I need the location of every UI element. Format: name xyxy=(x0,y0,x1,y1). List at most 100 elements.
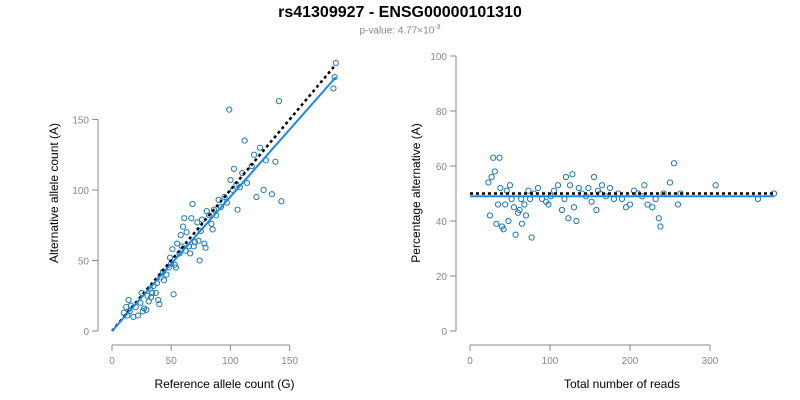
pvalue-exponent: -3 xyxy=(434,24,441,31)
data-point xyxy=(494,201,502,208)
data-point xyxy=(179,223,187,230)
data-point xyxy=(195,237,202,244)
data-point xyxy=(210,206,217,213)
data-point xyxy=(518,220,526,227)
x-tick-label: 0 xyxy=(109,356,115,367)
y-tick-label: 80 xyxy=(436,107,448,118)
data-point xyxy=(183,229,190,236)
reference-line xyxy=(111,63,337,332)
data-point xyxy=(143,306,150,313)
data-point xyxy=(149,289,156,297)
data-point xyxy=(163,271,170,278)
y-tick-label: 60 xyxy=(436,162,448,173)
data-point xyxy=(208,220,215,227)
figure-title: rs41309927 - ENSG00000101310 xyxy=(278,4,522,21)
data-point xyxy=(278,198,285,205)
x-tick-label: 300 xyxy=(702,356,719,367)
data-point xyxy=(521,201,528,208)
data-point xyxy=(554,182,562,189)
data-point xyxy=(562,173,570,181)
data-point xyxy=(606,184,614,192)
data-point xyxy=(241,137,248,144)
data-point xyxy=(569,171,576,178)
data-point xyxy=(502,201,509,208)
data-point xyxy=(226,106,233,113)
data-point xyxy=(641,182,648,189)
x-tick-label: 100 xyxy=(542,356,559,367)
data-point xyxy=(491,168,498,175)
data-point xyxy=(139,308,146,315)
data-point xyxy=(525,187,532,194)
data-point xyxy=(670,160,678,167)
data-point xyxy=(500,226,507,233)
data-point xyxy=(575,184,582,192)
data-point xyxy=(598,182,606,189)
y-tick-label: 0 xyxy=(83,327,89,338)
data-point xyxy=(152,289,159,297)
y-axis-label: Percentage alternative (A) xyxy=(409,123,423,262)
data-point xyxy=(178,243,185,250)
data-point xyxy=(209,226,216,233)
data-point xyxy=(161,277,168,284)
data-point xyxy=(190,243,197,250)
data-point xyxy=(516,206,523,214)
data-point xyxy=(486,212,494,219)
data-point xyxy=(534,184,542,192)
x-tick-label: 50 xyxy=(166,356,178,367)
data-point xyxy=(649,204,656,211)
data-point xyxy=(712,182,719,189)
data-point xyxy=(243,179,251,187)
x-axis-label: Total number of reads xyxy=(564,377,680,391)
data-point xyxy=(488,173,495,181)
data-point xyxy=(275,98,283,105)
x-tick-label: 100 xyxy=(222,356,239,367)
data-point xyxy=(674,201,682,208)
percentage-alternative-scatter: 0 20 40 60 80 100 0 100 200 300 Total number of re… xyxy=(409,52,778,391)
data-point xyxy=(330,85,337,92)
data-point xyxy=(230,165,238,172)
data-point xyxy=(566,182,574,189)
data-point xyxy=(144,292,151,299)
data-point xyxy=(234,206,241,213)
data-point xyxy=(189,200,196,208)
data-point xyxy=(194,219,201,226)
data-point xyxy=(217,203,225,210)
data-point xyxy=(177,232,184,239)
data-point xyxy=(202,244,209,251)
data-point xyxy=(655,215,662,222)
y-tick-label: 100 xyxy=(72,186,89,197)
y-tick-label: 150 xyxy=(72,115,89,126)
y-tick-label: 50 xyxy=(78,256,90,267)
data-point xyxy=(590,173,598,181)
x-tick-label: 150 xyxy=(281,356,298,367)
fit-line xyxy=(111,76,337,332)
x-tick-label: 200 xyxy=(622,356,639,367)
data-point xyxy=(171,261,178,268)
data-point xyxy=(510,204,518,211)
data-point xyxy=(585,184,592,192)
data-point xyxy=(251,151,258,158)
y-tick-label: 40 xyxy=(436,217,448,228)
allele-count-scatter: 0 50 100 150 0 50 100 150 Reference allele count… xyxy=(47,59,339,391)
data-point xyxy=(332,59,339,67)
x-axis-label: Reference allele count (G) xyxy=(154,377,294,391)
data-point xyxy=(169,246,176,253)
data-point xyxy=(134,312,142,319)
data-point xyxy=(496,154,503,161)
data-point xyxy=(156,301,163,308)
data-point xyxy=(657,223,664,230)
data-point xyxy=(268,191,275,198)
data-point xyxy=(626,201,634,208)
data-point xyxy=(198,216,206,223)
data-point xyxy=(221,193,228,201)
data-point xyxy=(253,193,260,201)
data-point xyxy=(565,215,572,222)
data-point xyxy=(166,254,174,261)
data-point xyxy=(570,204,578,211)
data-point xyxy=(174,240,181,247)
data-point xyxy=(485,179,492,186)
data-point xyxy=(588,198,595,205)
data-point xyxy=(191,239,198,246)
